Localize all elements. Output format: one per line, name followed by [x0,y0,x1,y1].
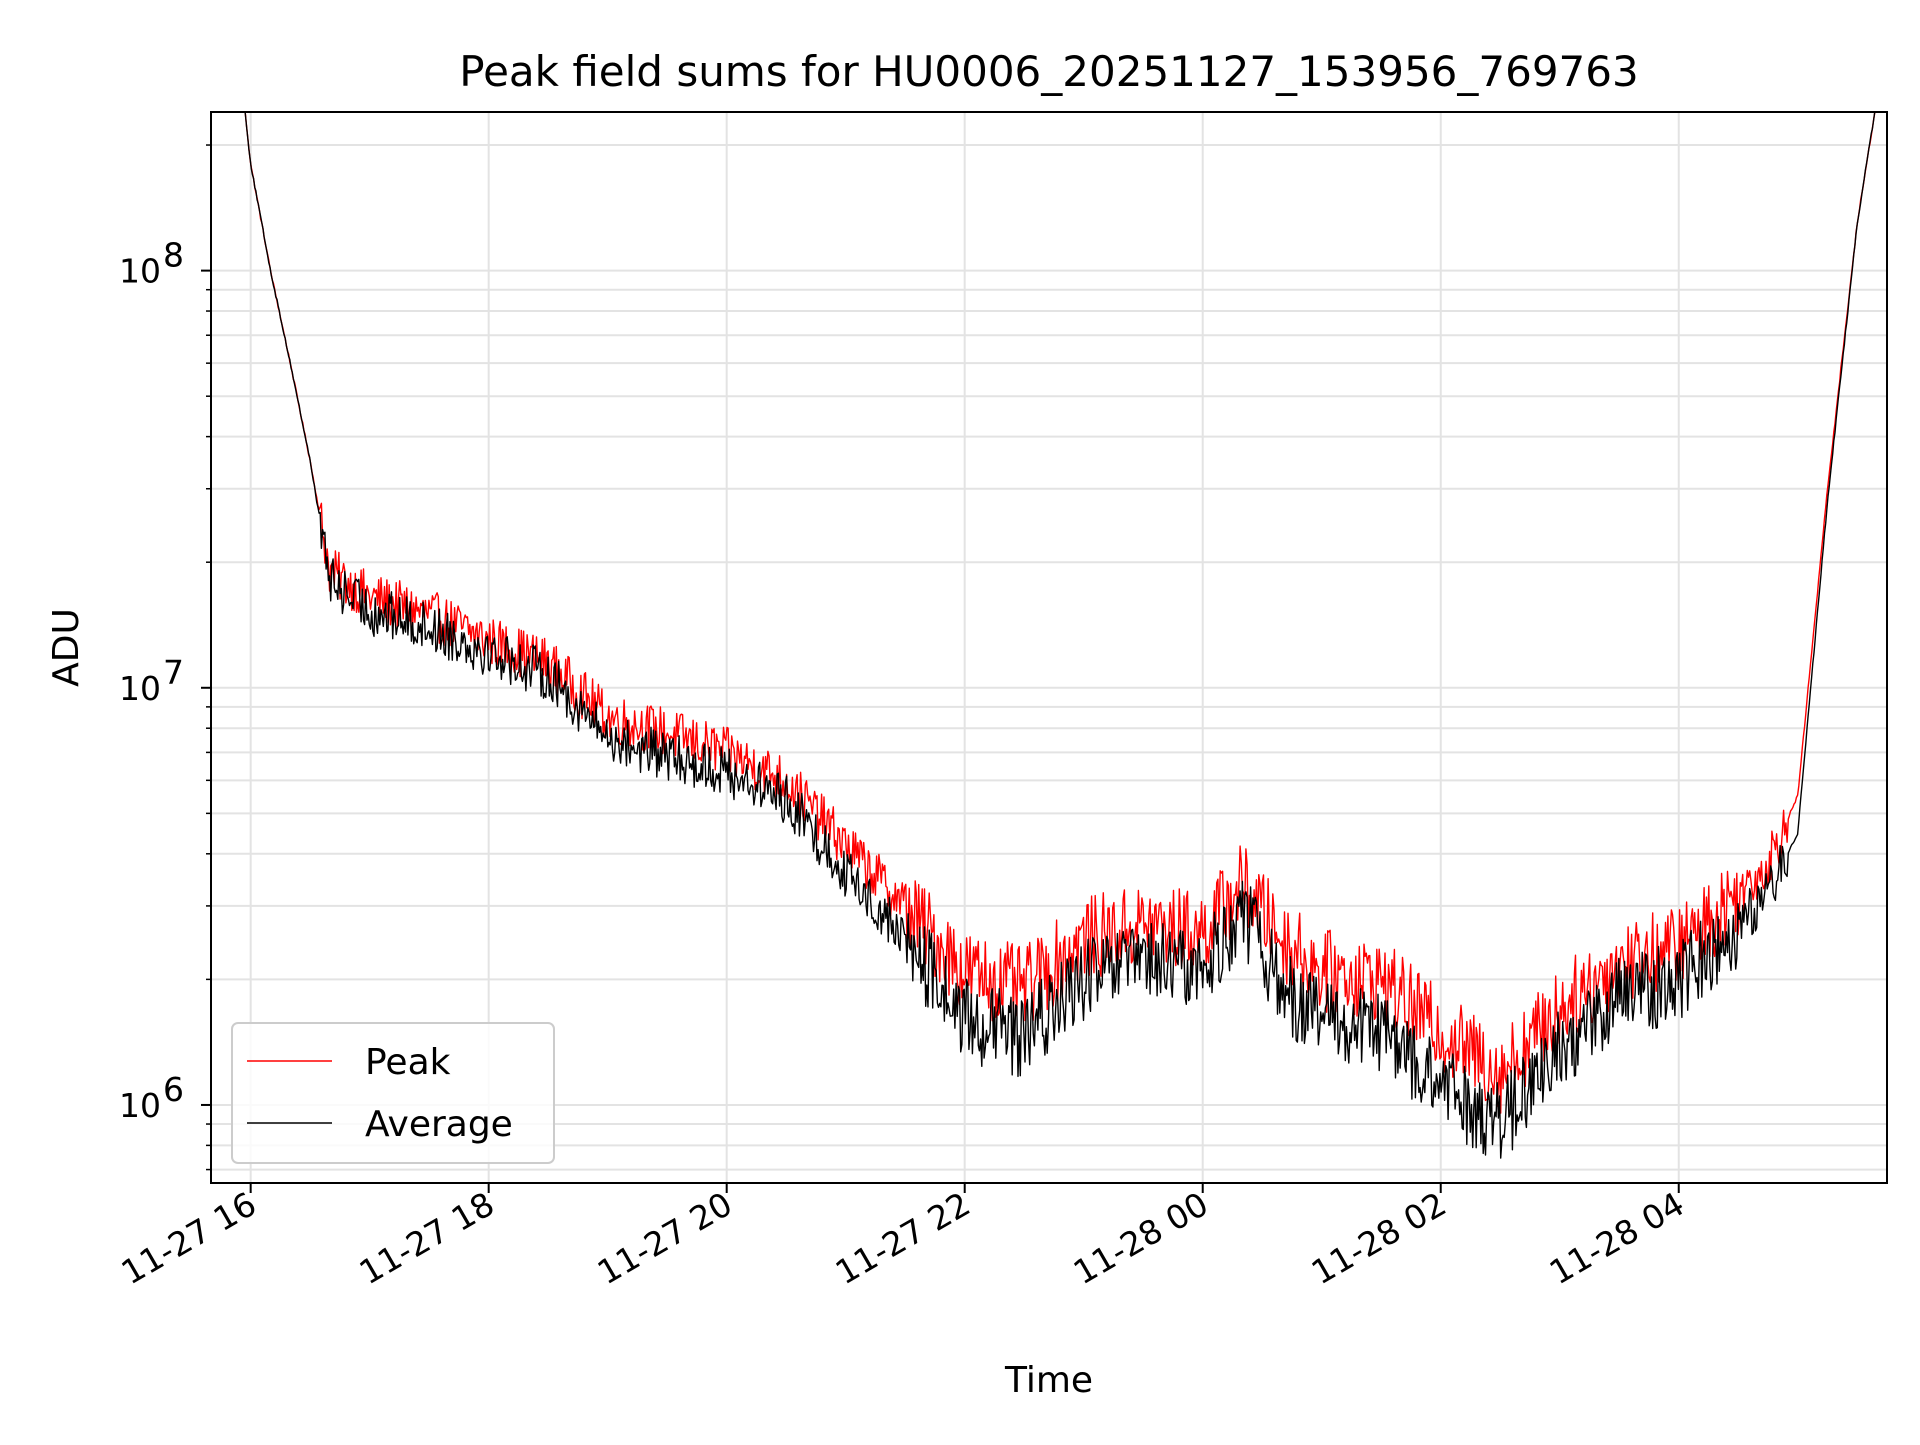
series-lines [244,112,1876,1159]
y-tick-exponent: 6 [163,1070,184,1109]
series-line-peak [244,112,1876,1114]
legend-label: Average [365,1104,513,1145]
y-tick-base: 10 [119,252,161,291]
legend: Peak Average [231,1022,555,1164]
y-tick-exponent: 8 [163,236,184,275]
y-tick-label: 10 [119,669,161,708]
x-axis-label: Time [1004,1360,1093,1401]
y-tick-exponent: 7 [163,653,184,692]
y-tick-label: 10 [119,1086,161,1125]
legend-box [231,1022,555,1164]
y-tick-label: 10 [119,252,161,291]
y-tick-base: 10 [119,1086,161,1125]
y-tick-base: 10 [119,669,161,708]
y-axis-label: ADU [46,608,87,687]
legend-label: Peak [365,1042,451,1083]
chart-title: Peak field sums for HU0006_20251127_1539… [459,47,1638,96]
plot-frame [210,111,1888,1184]
series-line-average [244,112,1876,1159]
